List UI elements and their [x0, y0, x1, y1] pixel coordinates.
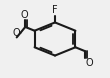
Text: O: O — [21, 10, 29, 20]
Text: F: F — [52, 5, 58, 15]
Text: O: O — [85, 58, 93, 68]
Text: O: O — [12, 28, 20, 38]
